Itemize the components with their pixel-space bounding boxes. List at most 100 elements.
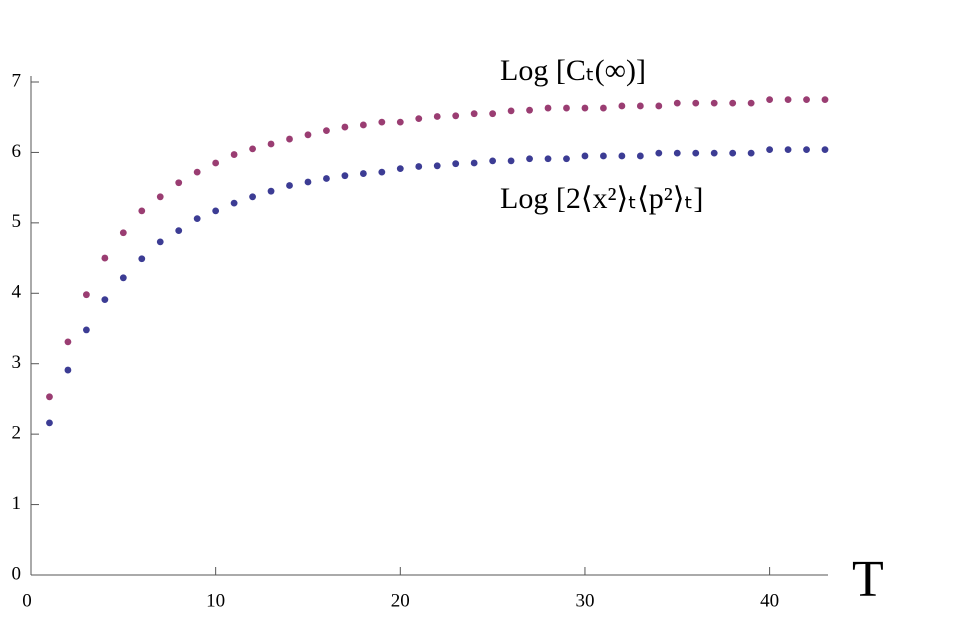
data-point (526, 155, 533, 163)
data-point (784, 146, 792, 154)
data-point (673, 99, 681, 107)
data-point (803, 146, 810, 154)
data-point (673, 149, 681, 157)
data-point (138, 255, 146, 263)
y-tick-label: 2 (12, 423, 22, 444)
data-point (600, 152, 607, 160)
data-point (655, 149, 663, 157)
data-point (304, 131, 312, 139)
data-point (378, 168, 386, 176)
data-point (766, 146, 774, 154)
data-point (175, 179, 183, 187)
data-point (82, 291, 90, 299)
data-point (452, 160, 460, 168)
data-point (563, 104, 570, 112)
data-point (415, 163, 423, 170)
data-point (433, 113, 441, 120)
data-point (396, 118, 404, 126)
data-point (433, 162, 441, 170)
data-point (544, 104, 552, 112)
data-point (563, 155, 570, 163)
data-point (359, 170, 367, 177)
data-point (341, 172, 349, 180)
data-point (119, 229, 127, 237)
data-point (230, 151, 238, 158)
data-point (507, 157, 515, 165)
data-point (101, 296, 109, 304)
data-point (821, 96, 829, 104)
data-point (341, 123, 349, 131)
data-point (470, 159, 478, 167)
data-point (359, 121, 367, 129)
data-point (415, 115, 423, 123)
data-point (119, 274, 127, 282)
data-point (156, 238, 164, 246)
x-tick-label: 20 (391, 590, 410, 611)
data-point (323, 175, 330, 182)
data-point (489, 157, 497, 165)
data-point (747, 99, 755, 107)
data-point (101, 254, 109, 262)
data-point (286, 135, 293, 143)
data-point (64, 366, 72, 374)
data-point (304, 178, 312, 186)
data-point (600, 104, 607, 112)
data-point (193, 168, 201, 176)
data-point (747, 149, 755, 157)
x-tick-label: 10 (206, 590, 225, 611)
data-point (212, 207, 220, 215)
data-point (267, 140, 275, 148)
data-point (526, 106, 533, 114)
data-point (581, 104, 589, 112)
y-tick-label: 1 (12, 493, 22, 514)
data-point (729, 149, 737, 157)
y-tick-label: 3 (12, 352, 22, 373)
data-point (710, 149, 718, 157)
data-point (803, 96, 810, 104)
y-tick-label: 7 (12, 70, 22, 91)
x-axis-label: T (852, 551, 884, 608)
data-point (692, 99, 700, 107)
data-point (636, 102, 644, 110)
data-point (193, 215, 201, 223)
data-point (692, 149, 700, 157)
y-tick-label: 0 (12, 563, 22, 584)
data-point (821, 146, 829, 154)
data-point (249, 193, 256, 201)
series-label: Log [Cₜ(∞)] (500, 54, 646, 87)
data-point (156, 193, 164, 201)
x-tick-label: 0 (22, 590, 32, 611)
data-point (323, 127, 330, 134)
data-point (544, 155, 552, 163)
data-point (618, 102, 626, 110)
data-point (267, 187, 275, 195)
data-point (286, 182, 293, 189)
y-tick-label: 6 (12, 141, 22, 162)
data-point (710, 99, 718, 107)
data-point (784, 96, 792, 104)
data-point (212, 159, 220, 167)
data-point (396, 165, 404, 173)
series-label: Log [2⟨x²⟩ₜ⟨p²⟩ₜ] (500, 182, 703, 215)
data-point (729, 99, 737, 107)
data-point (175, 227, 183, 235)
data-point (452, 112, 460, 120)
data-point (507, 107, 515, 115)
data-point (64, 338, 72, 346)
data-point (655, 102, 663, 110)
x-tick-label: 40 (760, 590, 779, 611)
data-point (378, 118, 386, 126)
data-point (618, 152, 626, 160)
data-point (636, 152, 644, 160)
data-point (766, 96, 774, 104)
data-point (581, 152, 589, 160)
data-point (138, 207, 146, 215)
y-tick-label: 5 (12, 211, 22, 232)
data-point (230, 199, 238, 207)
data-point (489, 110, 497, 118)
data-point (249, 145, 256, 153)
y-tick-label: 4 (12, 282, 22, 303)
data-point (46, 419, 53, 427)
data-point (46, 393, 53, 401)
data-point (82, 326, 90, 334)
